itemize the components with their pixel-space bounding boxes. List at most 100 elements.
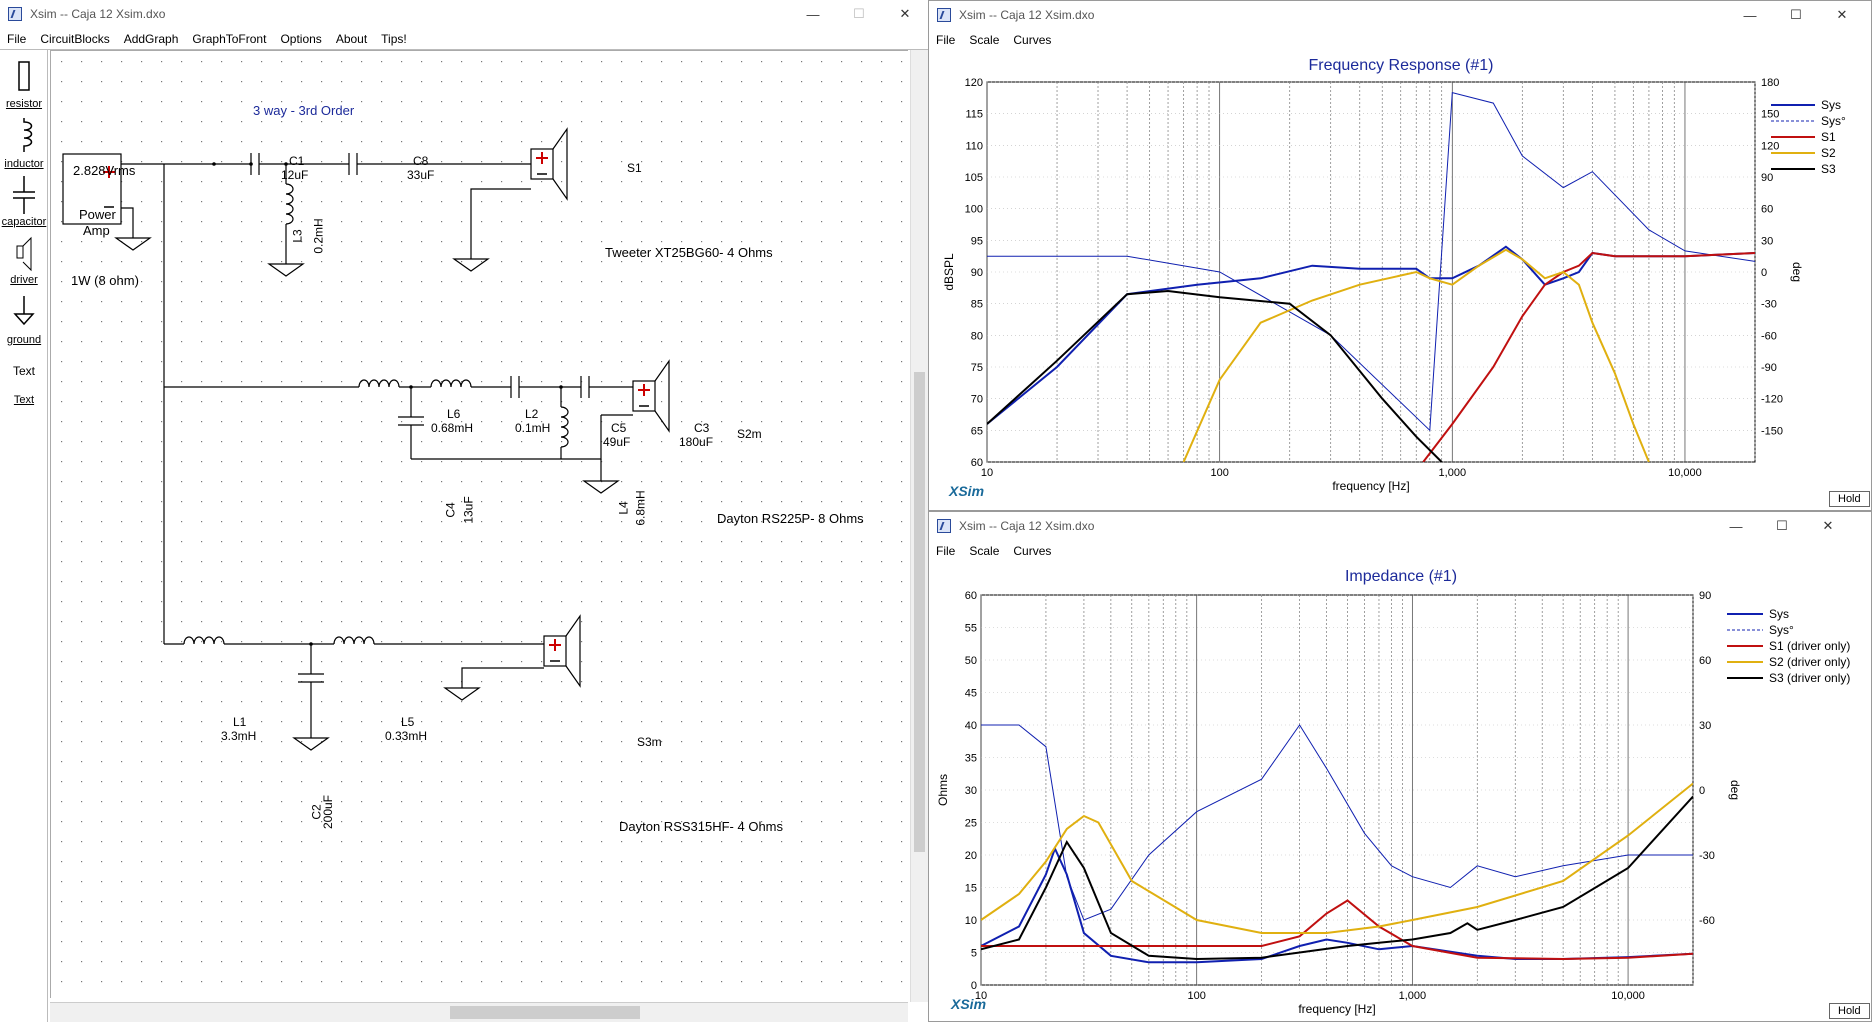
grid-dot	[281, 821, 283, 823]
tool-resistor[interactable]: resistor	[0, 58, 48, 110]
imp-hold-button[interactable]: Hold	[1829, 1003, 1870, 1019]
grid-dot	[681, 561, 683, 563]
imp-menu-curves[interactable]: Curves	[1013, 544, 1052, 558]
freq-titlebar[interactable]: Xsim -- Caja 12 Xsim.dxo — ☐ ✕	[929, 1, 1871, 29]
grid-dot	[261, 861, 263, 863]
grid-dot	[241, 341, 243, 343]
grid-dot	[601, 761, 603, 763]
grid-dot	[561, 441, 563, 443]
grid-dot	[241, 181, 243, 183]
grid-dot	[621, 361, 623, 363]
schematic-canvas[interactable]: 3 way - 3rd Order 2.828Vrms Power Amp 1W…	[50, 50, 908, 998]
grid-dot	[761, 241, 763, 243]
grid-dot	[801, 101, 803, 103]
tool-capacitor[interactable]: capacitor	[0, 174, 48, 228]
tool-ground[interactable]: ground	[0, 294, 48, 346]
tool-driver[interactable]: driver	[0, 234, 48, 286]
menu-file[interactable]: File	[7, 31, 27, 46]
grid-dot	[201, 881, 203, 883]
grid-dot	[741, 481, 743, 483]
menu-addgraph[interactable]: AddGraph	[123, 31, 179, 46]
grid-dot	[681, 581, 683, 583]
grid-dot	[761, 481, 763, 483]
grid-dot	[401, 801, 403, 803]
grid-dot	[401, 321, 403, 323]
amp-plus	[103, 166, 115, 178]
menu-tips[interactable]: Tips!	[381, 31, 407, 46]
grid-dot	[681, 961, 683, 963]
grid-dot	[501, 861, 503, 863]
imp-minimize-button[interactable]: —	[1729, 518, 1743, 534]
freq-menu-scale[interactable]: Scale	[969, 33, 1000, 47]
grid-dot	[581, 761, 583, 763]
grid-dot	[141, 821, 143, 823]
vscroll-thumb[interactable]	[914, 372, 925, 852]
menu-about[interactable]: About	[335, 31, 368, 46]
tool-text-label[interactable]: Text	[0, 394, 48, 406]
grid-dot	[881, 101, 883, 103]
imp-close-button[interactable]: ✕	[1822, 518, 1834, 533]
grid-dot	[541, 361, 543, 363]
grid-dot	[641, 641, 643, 643]
close-button[interactable]: ✕	[899, 6, 911, 21]
schematic-horizontal-scrollbar[interactable]	[50, 1002, 908, 1022]
hscroll-thumb[interactable]	[450, 1006, 640, 1019]
grid-dot	[381, 541, 383, 543]
menu-graphtofront[interactable]: GraphToFront	[192, 31, 267, 46]
grid-dot	[61, 501, 63, 503]
grid-dot	[861, 341, 863, 343]
grid-dot	[581, 641, 583, 643]
grid-dot	[701, 861, 703, 863]
grid-dot	[741, 121, 743, 123]
y2-tick-label: 180	[1761, 77, 1779, 89]
freq-menu-curves[interactable]: Curves	[1013, 33, 1052, 47]
imp-menu-scale[interactable]: Scale	[969, 544, 1000, 558]
grid-dot	[441, 981, 443, 983]
menu-circuitblocks[interactable]: CircuitBlocks	[40, 31, 110, 46]
grid-dot	[581, 61, 583, 63]
imp-titlebar[interactable]: Xsim -- Caja 12 Xsim.dxo — ☐ ✕	[929, 512, 1871, 540]
grid-dot	[801, 81, 803, 83]
grid-dot	[901, 761, 903, 763]
grid-dot	[301, 601, 303, 603]
grid-dot	[181, 741, 183, 743]
grid-dot	[221, 921, 223, 923]
grid-dot	[821, 641, 823, 643]
grid-dot	[761, 261, 763, 263]
l2-value: 0.1mH	[515, 421, 551, 435]
grid-dot	[441, 61, 443, 63]
y-tick-label: 110	[965, 140, 983, 152]
grid-dot	[221, 881, 223, 883]
freq-minimize-button[interactable]: —	[1743, 7, 1757, 23]
grid-dot	[301, 281, 303, 283]
s3-driver-cone	[565, 614, 581, 688]
grid-dot	[121, 281, 123, 283]
grid-dot	[621, 261, 623, 263]
grid-dot	[321, 281, 323, 283]
c5-symbol	[510, 376, 520, 398]
imp-menu-file[interactable]: File	[936, 544, 956, 558]
schematic-titlebar[interactable]: Xsim -- Caja 12 Xsim.dxo — ☐ ✕	[0, 0, 928, 28]
grid-dot	[841, 521, 843, 523]
grid-dot	[361, 521, 363, 523]
l2-name: L2	[525, 407, 539, 421]
grid-dot	[401, 221, 403, 223]
tool-text[interactable]: Text	[0, 364, 48, 378]
schematic-vertical-scrollbar[interactable]	[910, 50, 928, 1002]
maximize-button[interactable]: ☐	[853, 6, 865, 21]
grid-dot	[221, 641, 223, 643]
freq-menu-file[interactable]: File	[936, 33, 956, 47]
freq-maximize-button[interactable]: ☐	[1790, 7, 1802, 22]
minimize-button[interactable]: —	[806, 6, 820, 22]
imp-maximize-button[interactable]: ☐	[1776, 518, 1788, 533]
grid-dot	[901, 781, 903, 783]
grid-dot	[501, 521, 503, 523]
c1-value: 12uF	[281, 168, 309, 182]
grid-dot	[581, 281, 583, 283]
menu-options[interactable]: Options	[280, 31, 322, 46]
freq-close-button[interactable]: ✕	[1836, 7, 1848, 22]
grid-dot	[161, 961, 163, 963]
freq-hold-button[interactable]: Hold	[1829, 491, 1870, 507]
grid-dot	[521, 921, 523, 923]
tool-inductor[interactable]: inductor	[0, 116, 48, 170]
